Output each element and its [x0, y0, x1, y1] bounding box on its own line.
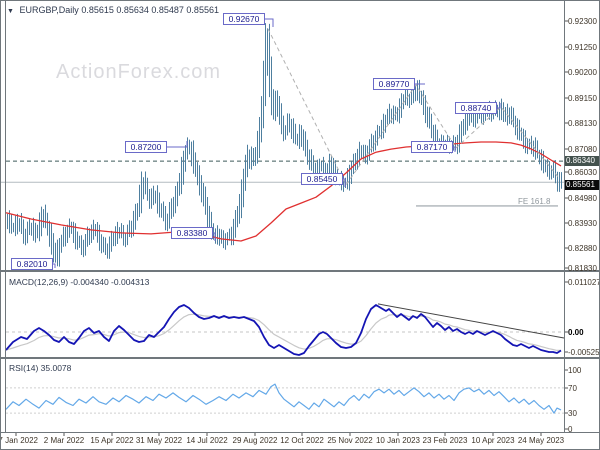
rsi-axis-label: 100	[568, 366, 582, 375]
price-flag: 0.82010	[11, 258, 53, 270]
macd-axis-label: 0.011027	[568, 278, 600, 287]
date-axis-label: 31 May 2022	[135, 436, 183, 445]
date-axis-label: 2 Mar 2022	[43, 436, 85, 445]
price-axis-label: 0.87080	[568, 145, 597, 154]
rsi-axis-label: 30	[568, 409, 577, 418]
price-axis-label: 0.92300	[568, 17, 597, 26]
price-axis-label: 0.90200	[568, 68, 597, 77]
date-axis-label: 24 May 2023	[517, 436, 565, 445]
axis-separator	[1, 432, 599, 433]
date-axis-label: 10 Jan 2023	[375, 436, 421, 445]
fibonacci-extension-label: FE 161.8	[518, 197, 551, 206]
date-axis-label: 25 Nov 2022	[327, 436, 373, 445]
price-axis-current-label: 0.86340	[565, 156, 599, 166]
price-axis-current-label: 0.85561	[565, 180, 599, 190]
price-flag: 0.88740	[455, 102, 497, 114]
symbol-dropdown-icon[interactable]: ▼	[7, 8, 14, 15]
date-axis-label: 14 Jul 2022	[186, 436, 228, 445]
macd-axis-label: -0.005253	[568, 348, 600, 357]
date-axis-label: 17 Jan 2022	[1, 436, 39, 445]
left-border	[5, 1, 6, 432]
title-bar: ▼ EURGBP,Daily 0.85615 0.85634 0.85487 0…	[7, 5, 219, 15]
rsi-axis-label: 70	[568, 384, 577, 393]
price-flag: 0.87170	[411, 141, 453, 153]
price-axis-label: 0.83930	[568, 219, 597, 228]
price-flag: 0.83380	[171, 227, 213, 239]
date-axis-label: 10 Apr 2023	[471, 436, 515, 445]
date-axis-label: 15 Apr 2022	[90, 436, 134, 445]
symbol-title: EURGBP,Daily	[19, 5, 79, 15]
date-axis-label: 23 Feb 2023	[422, 436, 468, 445]
date-axis-label: 12 Oct 2022	[280, 436, 324, 445]
price-flag: 0.89770	[373, 78, 415, 90]
rsi-panel-header: RSI(14) 35.0078	[9, 363, 72, 373]
price-axis-label: 0.84980	[568, 194, 597, 203]
price-flag: 0.85450	[301, 173, 343, 185]
price-flag: 0.92670	[223, 13, 265, 25]
price-axis-label: 0.91250	[568, 43, 597, 52]
date-axis-label: 29 Aug 2022	[232, 436, 278, 445]
price-axis-label: 0.88130	[568, 119, 597, 128]
macd-panel-header: MACD(12,26,9) -0.004340 -0.004313	[9, 277, 150, 287]
panel-separator[interactable]	[1, 357, 599, 359]
price-axis-label: 0.82880	[568, 244, 597, 253]
price-axis-border	[564, 1, 565, 432]
watermark: ActionForex.com	[56, 61, 222, 83]
macd-axis-label: 0.00	[568, 328, 584, 337]
price-axis-label: 0.81830	[568, 264, 597, 273]
price-axis-label: 0.89150	[568, 94, 597, 103]
price-flag: 0.87200	[125, 141, 167, 153]
rsi-axis-label: 0	[568, 425, 573, 434]
panel-separator[interactable]	[1, 270, 599, 272]
ohlc-values: 0.85615 0.85634 0.85487 0.85561	[81, 5, 219, 15]
price-axis-label: 0.86030	[568, 168, 597, 177]
